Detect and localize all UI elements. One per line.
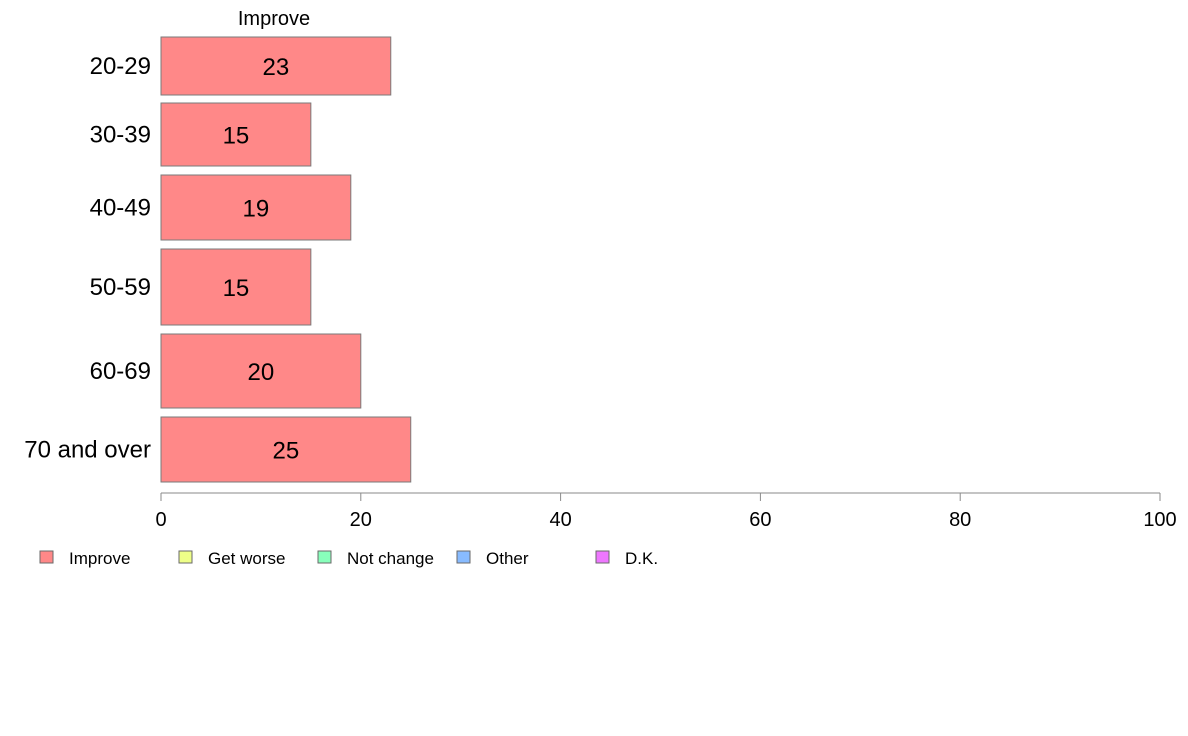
value-label: 23 — [263, 54, 290, 81]
legend-label: Get worse — [208, 549, 285, 568]
legend-swatch — [317, 550, 332, 564]
category-label: 70 and over — [24, 437, 151, 464]
legend-swatch — [595, 550, 610, 564]
category-label: 50-59 — [90, 274, 151, 301]
bars-group — [160, 36, 412, 483]
x-axis: 0 20 40 60 80 100 — [155, 492, 1177, 531]
legend: Improve Get worse Not change Other D.K. — [39, 549, 658, 568]
legend-swatch — [39, 550, 54, 564]
category-label: 60-69 — [90, 358, 151, 385]
value-label: 15 — [223, 275, 250, 302]
bar-60-69 — [160, 333, 362, 409]
x-tick-label: 60 — [749, 509, 771, 531]
legend-label: Improve — [69, 549, 130, 568]
value-label: 20 — [248, 359, 275, 386]
category-label: 40-49 — [90, 195, 151, 222]
bar-70-and-over — [160, 416, 412, 483]
category-label: 30-39 — [90, 122, 151, 149]
category-labels: 20-29 30-39 40-49 50-59 60-69 70 and over — [24, 53, 151, 464]
bar-40-49 — [160, 174, 352, 241]
value-label: 15 — [223, 123, 250, 150]
value-labels: 23 15 19 15 20 25 — [223, 54, 300, 465]
bar-50-59 — [160, 248, 312, 326]
x-tick-label: 80 — [949, 509, 971, 531]
legend-swatch — [456, 550, 471, 564]
x-tick-label: 20 — [350, 509, 372, 531]
x-tick-label: 0 — [155, 509, 166, 531]
legend-swatch — [178, 550, 193, 564]
legend-label: Other — [486, 549, 529, 568]
legend-label: Not change — [347, 549, 434, 568]
bar-20-29 — [160, 36, 392, 96]
series-title: Improve — [238, 8, 310, 30]
category-label: 20-29 — [90, 53, 151, 80]
x-tick-label: 100 — [1143, 509, 1176, 531]
value-label: 25 — [273, 438, 300, 465]
legend-label: D.K. — [625, 549, 658, 568]
x-tick-label: 40 — [549, 509, 571, 531]
value-label: 19 — [243, 196, 270, 223]
bar-30-39 — [160, 102, 312, 167]
